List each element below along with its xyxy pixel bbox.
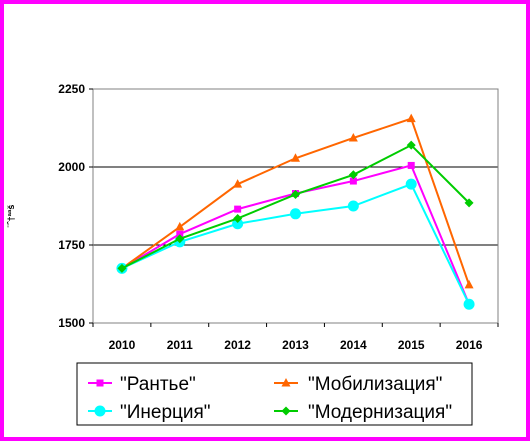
legend-label: "Рантье" bbox=[120, 374, 196, 395]
x-tick-label: 2011 bbox=[167, 338, 193, 352]
y-tick-label: 1500 bbox=[58, 316, 85, 330]
legend-marker bbox=[281, 406, 291, 416]
data-point bbox=[347, 200, 359, 212]
legend-entry: "Мобилизация" bbox=[274, 374, 442, 395]
data-point bbox=[291, 189, 300, 199]
data-point bbox=[290, 208, 301, 220]
plot-area bbox=[92, 88, 499, 324]
data-point bbox=[349, 177, 357, 185]
x-tick-label: 2013 bbox=[282, 338, 309, 352]
legend: "Рантье" "Мобилизация" "Инерция" "Модерниза… bbox=[76, 362, 473, 426]
data-point bbox=[348, 170, 358, 180]
data-point bbox=[175, 234, 185, 244]
series-line bbox=[121, 143, 470, 270]
data-point bbox=[407, 161, 415, 169]
x-axis-ticks: 2010 2011 2012 2013 2014 2015 2016 bbox=[92, 323, 499, 352]
series-line bbox=[121, 164, 470, 305]
legend-entry: "Рантье" bbox=[88, 374, 196, 395]
legend-marker bbox=[281, 378, 291, 387]
x-tick-label: 2010 bbox=[109, 338, 136, 352]
legend-marker bbox=[94, 405, 106, 417]
x-tick-label: 2014 bbox=[340, 338, 367, 352]
data-point bbox=[175, 221, 185, 231]
series-lines bbox=[116, 113, 475, 310]
legend-box bbox=[76, 362, 473, 426]
x-tick-label: 2012 bbox=[224, 338, 251, 352]
gridlines bbox=[93, 88, 498, 246]
y-axis-ticks: 1500 1750 2000 2250 bbox=[58, 82, 93, 330]
data-point bbox=[406, 140, 416, 150]
legend-marker bbox=[96, 379, 104, 387]
series-line bbox=[121, 117, 471, 286]
data-point bbox=[232, 218, 244, 230]
series-4 bbox=[117, 140, 474, 273]
data-point bbox=[405, 178, 417, 190]
data-point bbox=[176, 230, 184, 238]
data-point bbox=[463, 298, 475, 310]
series-1 bbox=[118, 161, 473, 308]
data-point bbox=[117, 263, 127, 273]
legend-entry: "Инерция" bbox=[88, 402, 211, 423]
data-point bbox=[464, 198, 474, 208]
legend-entry: "Модернизация" bbox=[274, 402, 452, 423]
x-tick-label: 2016 bbox=[456, 338, 483, 352]
data-point bbox=[348, 132, 358, 142]
legend-label: "Мобилизация" bbox=[308, 374, 442, 395]
data-point bbox=[234, 205, 242, 213]
legend-label: "Инерция" bbox=[120, 402, 211, 423]
y-tick-label: 1750 bbox=[58, 238, 85, 252]
y-tick-label: 2250 bbox=[58, 82, 85, 96]
legend-label: "Модернизация" bbox=[308, 402, 452, 423]
data-point bbox=[233, 179, 243, 188]
data-point bbox=[406, 113, 416, 123]
data-point bbox=[464, 279, 474, 289]
y-axis-label: ¨ˆ†ªªš bbox=[6, 205, 16, 228]
data-point bbox=[291, 153, 300, 162]
series-line bbox=[121, 182, 470, 305]
x-tick-label: 2015 bbox=[398, 338, 425, 352]
data-point bbox=[233, 213, 243, 223]
y-tick-label: 2000 bbox=[58, 160, 85, 174]
